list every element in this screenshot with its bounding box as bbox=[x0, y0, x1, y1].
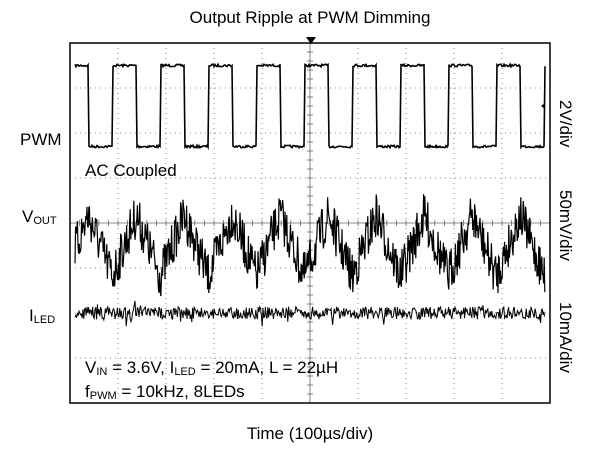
chart-title: Output Ripple at PWM Dimming bbox=[189, 8, 431, 27]
iled-scale-label: 10mA/div bbox=[556, 302, 575, 373]
vout-scale-label: 50mV/div bbox=[556, 190, 575, 261]
vout-label: VOUT bbox=[22, 207, 57, 227]
iled-label: ILED bbox=[29, 306, 56, 326]
plot-frame bbox=[69, 42, 551, 404]
grid bbox=[69, 42, 551, 404]
iled-trace bbox=[74, 300, 546, 327]
vout-trace bbox=[74, 194, 546, 297]
conditions-line-1: VIN = 3.6V, ILED = 20mA, L = 22µH bbox=[85, 358, 339, 378]
conditions-line-2: fPWM = 10kHz, 8LEDs bbox=[85, 382, 245, 402]
trigger-marker bbox=[306, 37, 316, 44]
pwm-trace bbox=[74, 62, 546, 151]
x-axis-label: Time (100µs/div) bbox=[246, 424, 374, 443]
pwm-scale-label: 2V/div bbox=[556, 100, 575, 148]
ac-coupled-annotation: AC Coupled bbox=[85, 161, 177, 180]
traces bbox=[74, 62, 546, 327]
pwm-label: PWM bbox=[20, 130, 62, 149]
ground-marker-arrow bbox=[541, 103, 545, 109]
